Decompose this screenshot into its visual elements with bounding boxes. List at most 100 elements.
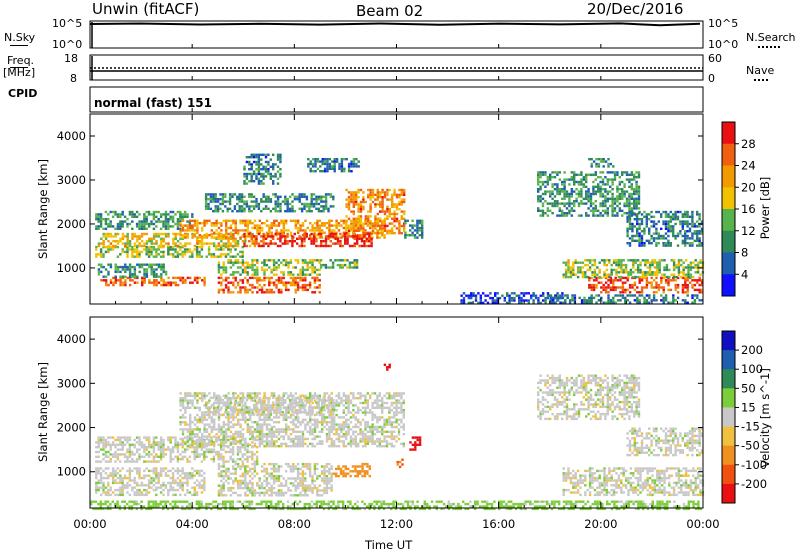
scatter-cell [155,279,158,282]
scatter-cell [138,474,141,477]
scatter-cell [257,244,261,248]
scatter-cell [631,239,634,242]
scatter-cell [388,188,391,192]
scatter-cell [344,242,347,245]
scatter-cell [669,210,672,214]
scatter-cell [179,404,182,407]
scatter-cell [696,244,699,247]
scatter-cell [121,281,125,284]
scatter-cell [676,286,680,289]
scatter-cell [143,218,146,221]
scatter-cell [248,276,252,280]
scatter-cell [618,183,621,186]
scatter-cell [575,180,578,184]
scatter-cell [155,486,158,489]
scatter-cell [316,167,320,170]
scatter-cell [121,250,124,254]
scatter-cell [245,177,249,180]
scatter-cell [196,433,199,436]
scatter-cell [619,291,622,294]
scatter-cell [188,472,192,475]
scatter-cell [663,266,666,269]
scatter-cell [696,230,699,233]
scatter-cell [699,261,702,264]
scatter-cell [684,232,687,235]
scatter-cell [657,237,660,240]
scatter-cell [216,207,220,210]
scatter-cell [208,219,211,222]
scatter-cell [225,236,228,239]
scatter-cell [131,255,134,258]
scatter-cell [353,261,356,264]
scatter-cell [162,232,165,236]
scatter-cell [195,448,199,451]
scatter-cell [260,172,263,176]
scatter-cell [222,435,225,438]
scatter-cell [624,288,627,292]
scatter-cell [361,236,365,239]
scatter-cell [152,273,156,276]
scatter-cell [645,222,648,226]
scatter-cell [584,259,587,262]
scatter-cell [181,469,184,473]
scatter-cell [241,250,244,254]
scatter-cell [260,240,263,243]
scatter-cell [631,227,634,230]
scatter-cell [616,204,619,208]
scatter-cell [686,213,689,216]
scatter-cell [157,265,161,269]
scatter-cell [636,263,640,267]
scatter-cell [564,299,567,302]
scatter-cell [631,286,634,289]
scatter-cell [584,271,587,274]
scatter-cell [107,218,110,221]
scatter-cell [248,168,251,171]
scatter-cell [340,224,343,227]
scatter-cell [147,469,151,473]
scatter-cell [104,222,108,226]
scatter-cell [588,276,591,280]
scatter-cell [167,222,170,226]
scatter-cell [191,476,194,480]
scatter-cell [114,472,117,475]
scatter-cell [373,224,377,227]
scatter-cell [592,207,595,210]
scatter-cell [220,440,223,443]
scatter-cell [665,268,669,272]
scatter-cell [636,259,640,262]
scatter-cell [403,200,406,204]
scatter-cell [309,170,312,173]
scatter-cell [107,491,110,494]
scatter-cell [470,296,473,300]
scatter-cell [255,205,258,208]
scatter-cell [636,275,640,279]
scatter-cell [565,207,569,210]
scatter-cell [262,244,265,248]
scatter-cell [303,235,306,238]
scatter-cell [357,196,360,199]
scatter-cell [179,458,182,461]
scatter-cell [616,197,619,200]
scatter-cell [400,193,403,196]
scatter-cell [263,273,266,276]
scatter-cell [316,286,319,289]
scatter-cell [403,188,406,192]
scatter-cell [203,279,206,282]
scatter-cell [143,488,146,492]
scatter-cell [652,225,656,228]
nsearch-tick-low: 10^0 [708,38,739,51]
scatter-cell [263,222,266,225]
scatter-cell [296,259,300,262]
scatter-cell [565,192,569,196]
scatter-cell [585,173,588,176]
scatter-cell [369,198,372,201]
scatter-cell [155,476,158,480]
scatter-cell [220,276,223,280]
scatter-cell [104,486,108,489]
scatter-cell [169,281,173,284]
scatter-cell [147,255,151,258]
scatter-cell [522,292,526,295]
scatter-cell [569,273,573,276]
scatter-cell [656,263,659,267]
scatter-cell [133,443,136,446]
